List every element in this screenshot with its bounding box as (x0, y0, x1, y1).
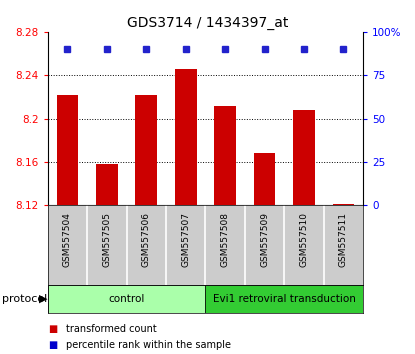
Bar (214, 105, 236, 205)
Text: GDS3714 / 1434397_at: GDS3714 / 1434397_at (127, 16, 288, 30)
Text: GSM557511: GSM557511 (339, 212, 348, 267)
Bar (56, 95, 78, 205)
Bar (205, 285, 363, 313)
Text: Evi1 retroviral transduction: Evi1 retroviral transduction (213, 294, 356, 304)
Bar (254, 153, 276, 205)
Text: GSM557507: GSM557507 (181, 212, 190, 267)
Text: control: control (108, 294, 145, 304)
Bar (332, 204, 354, 205)
Bar (48, 285, 205, 313)
Text: GSM557509: GSM557509 (260, 212, 269, 267)
Text: GSM557505: GSM557505 (103, 212, 111, 267)
Bar (135, 95, 157, 205)
Text: ▶: ▶ (39, 294, 47, 304)
Text: protocol: protocol (2, 294, 47, 304)
Text: GSM557504: GSM557504 (63, 212, 72, 267)
Text: ■: ■ (48, 324, 57, 334)
Text: GSM557508: GSM557508 (221, 212, 229, 267)
Text: percentile rank within the sample: percentile rank within the sample (66, 340, 232, 350)
Bar (96, 164, 118, 205)
Text: transformed count: transformed count (66, 324, 157, 334)
Bar (293, 110, 315, 205)
Text: GSM557510: GSM557510 (300, 212, 308, 267)
Text: GSM557506: GSM557506 (142, 212, 151, 267)
Text: ■: ■ (48, 340, 57, 350)
Bar (175, 69, 197, 205)
